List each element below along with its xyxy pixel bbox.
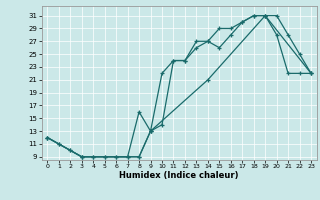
X-axis label: Humidex (Indice chaleur): Humidex (Indice chaleur) [119, 171, 239, 180]
